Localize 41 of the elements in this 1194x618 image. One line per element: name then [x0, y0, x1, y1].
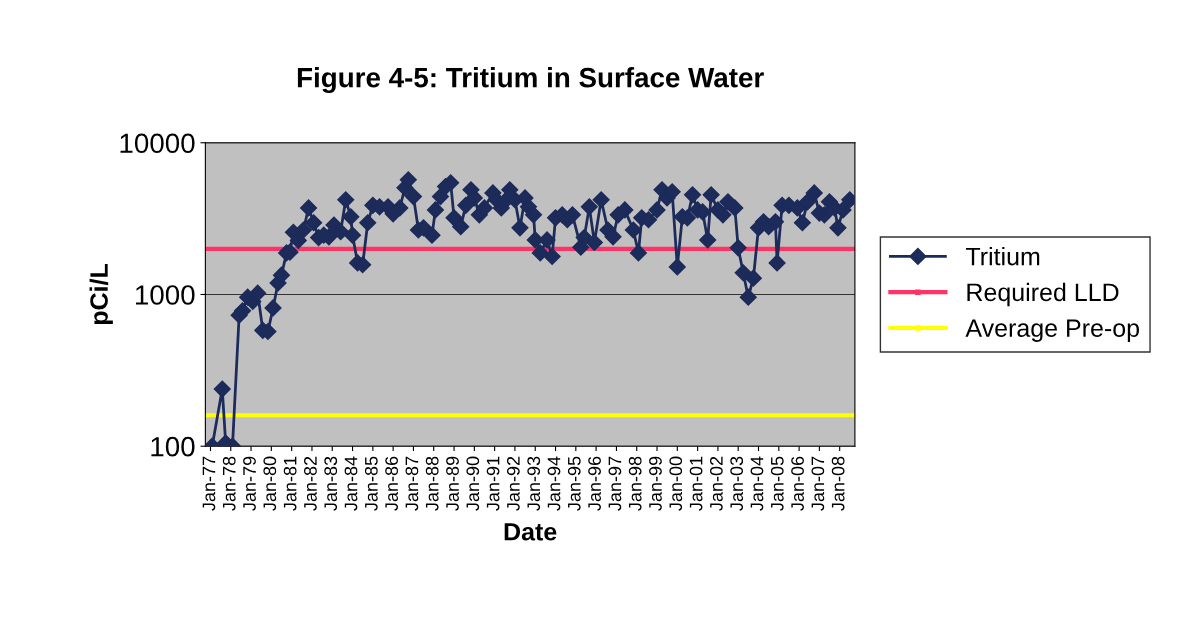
x-tick-label: Jan-04: [750, 456, 764, 511]
x-tick-label: Jan-97: [608, 456, 622, 511]
x-tick-label: Jan-82: [304, 456, 317, 511]
x-tick-label: Jan-95: [567, 456, 581, 511]
x-tick-label: Jan-79: [243, 456, 256, 511]
x-tick-label: Jan-89: [446, 456, 459, 511]
y-tick-label: 100: [151, 436, 195, 457]
y-tick-label: 10000: [120, 133, 195, 154]
legend-label: Required LLD: [967, 282, 1119, 307]
x-tick-label: Jan-05: [770, 456, 784, 511]
x-tick-label: Jan-80: [263, 456, 277, 511]
chart-title: Figure 4-5: Tritium in Surface Water: [297, 67, 764, 94]
x-tick-label: Jan-98: [628, 456, 642, 511]
x-tick-label: Jan-88: [425, 456, 439, 511]
x-tick-label: Jan-08: [831, 456, 845, 511]
x-tick-label: Jan-06: [791, 456, 804, 511]
x-tick-label: Jan-92: [506, 456, 520, 511]
x-tick-label: Jan-94: [547, 456, 561, 511]
x-tick-label: Jan-84: [344, 456, 358, 511]
x-tick-label: Jan-81: [283, 456, 297, 511]
legend-label: Tritium: [965, 247, 1040, 266]
x-tick-label: Jan-99: [649, 456, 662, 511]
x-tick-label: Jan-00: [669, 456, 683, 511]
y-tick-label: 1000: [135, 285, 195, 305]
x-tick-label: Jan-87: [405, 456, 419, 511]
x-tick-label: Jan-03: [730, 456, 744, 511]
x-tick-label: Jan-02: [709, 456, 723, 511]
x-tick-label: Jan-93: [527, 456, 541, 511]
x-tick-label: Jan-85: [364, 456, 378, 511]
x-tick-label: Jan-78: [222, 456, 236, 511]
x-tick-label: Jan-96: [588, 456, 601, 511]
y-axis-title: pCi/L: [89, 264, 113, 325]
x-tick-label: Jan-77: [202, 456, 216, 511]
x-axis-title: Date: [504, 523, 557, 541]
x-tick-label: Jan-91: [486, 456, 500, 511]
x-tick-label: Jan-90: [466, 456, 480, 511]
legend-label: Average Pre-op: [965, 319, 1140, 342]
x-tick-label: Jan-07: [811, 456, 825, 511]
x-tick-label: Jan-86: [385, 456, 398, 511]
x-tick-label: Jan-83: [324, 456, 338, 511]
x-tick-label: Jan-01: [689, 456, 703, 511]
